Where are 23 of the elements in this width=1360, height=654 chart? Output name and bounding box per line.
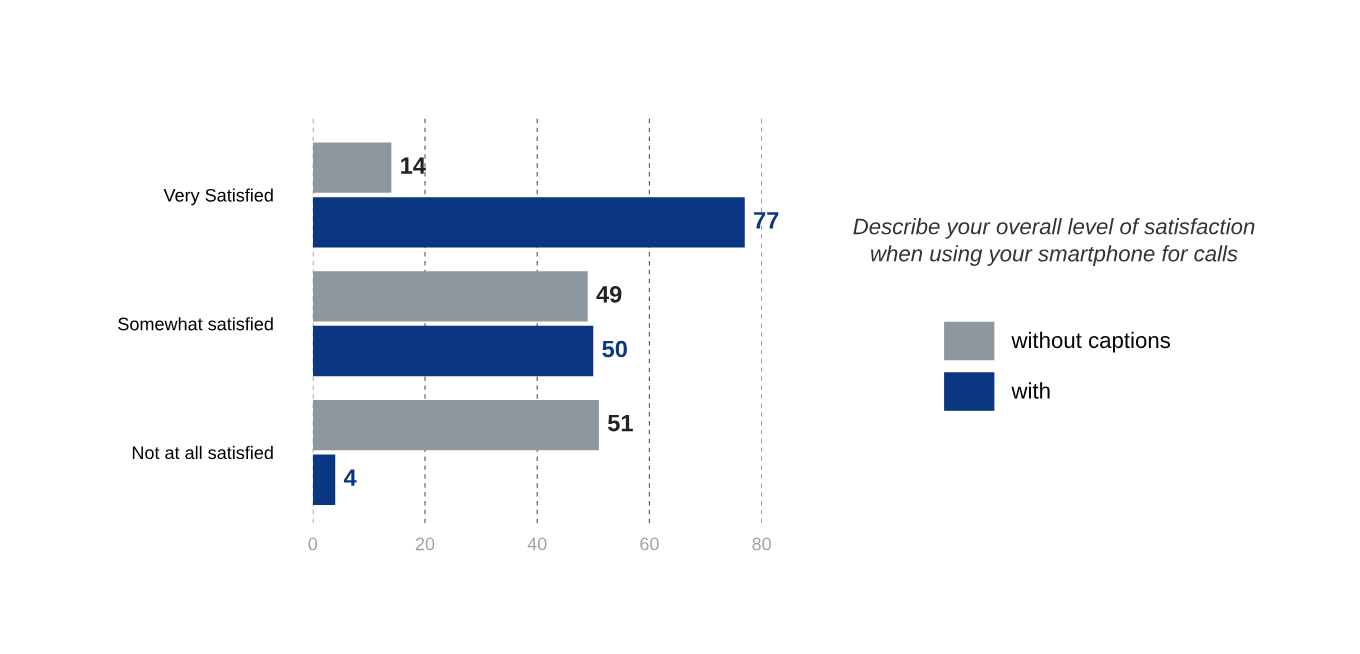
y-tick-label: Very Satisfied	[163, 188, 273, 206]
bar	[312, 325, 594, 377]
legend-label: with	[1011, 382, 1050, 399]
bar	[312, 197, 745, 248]
bar	[312, 271, 588, 322]
y-tick-label: Not at all satisfied	[132, 445, 273, 460]
data-label: 51	[607, 414, 633, 432]
data-label: 49	[596, 285, 622, 303]
x-tick-label: 80	[752, 537, 771, 551]
data-label: 14	[401, 157, 426, 174]
bar	[312, 454, 336, 505]
text: Describe your overall level of satisfaction when using your smartphone for calls	[853, 218, 1255, 266]
data-label: 4	[343, 469, 357, 486]
bar	[312, 399, 599, 451]
y-tick-label: Somewhat satisfied	[118, 317, 273, 331]
x-tick-label: 40	[527, 537, 547, 551]
legend-label: without captions	[1011, 331, 1171, 353]
bar	[312, 142, 392, 193]
x-tick-label: 20	[415, 537, 435, 551]
x-tick-label: 0	[308, 537, 318, 551]
data-label: 77	[754, 212, 779, 229]
x-tick-label: 60	[640, 537, 659, 551]
data-label: 50	[602, 340, 627, 358]
